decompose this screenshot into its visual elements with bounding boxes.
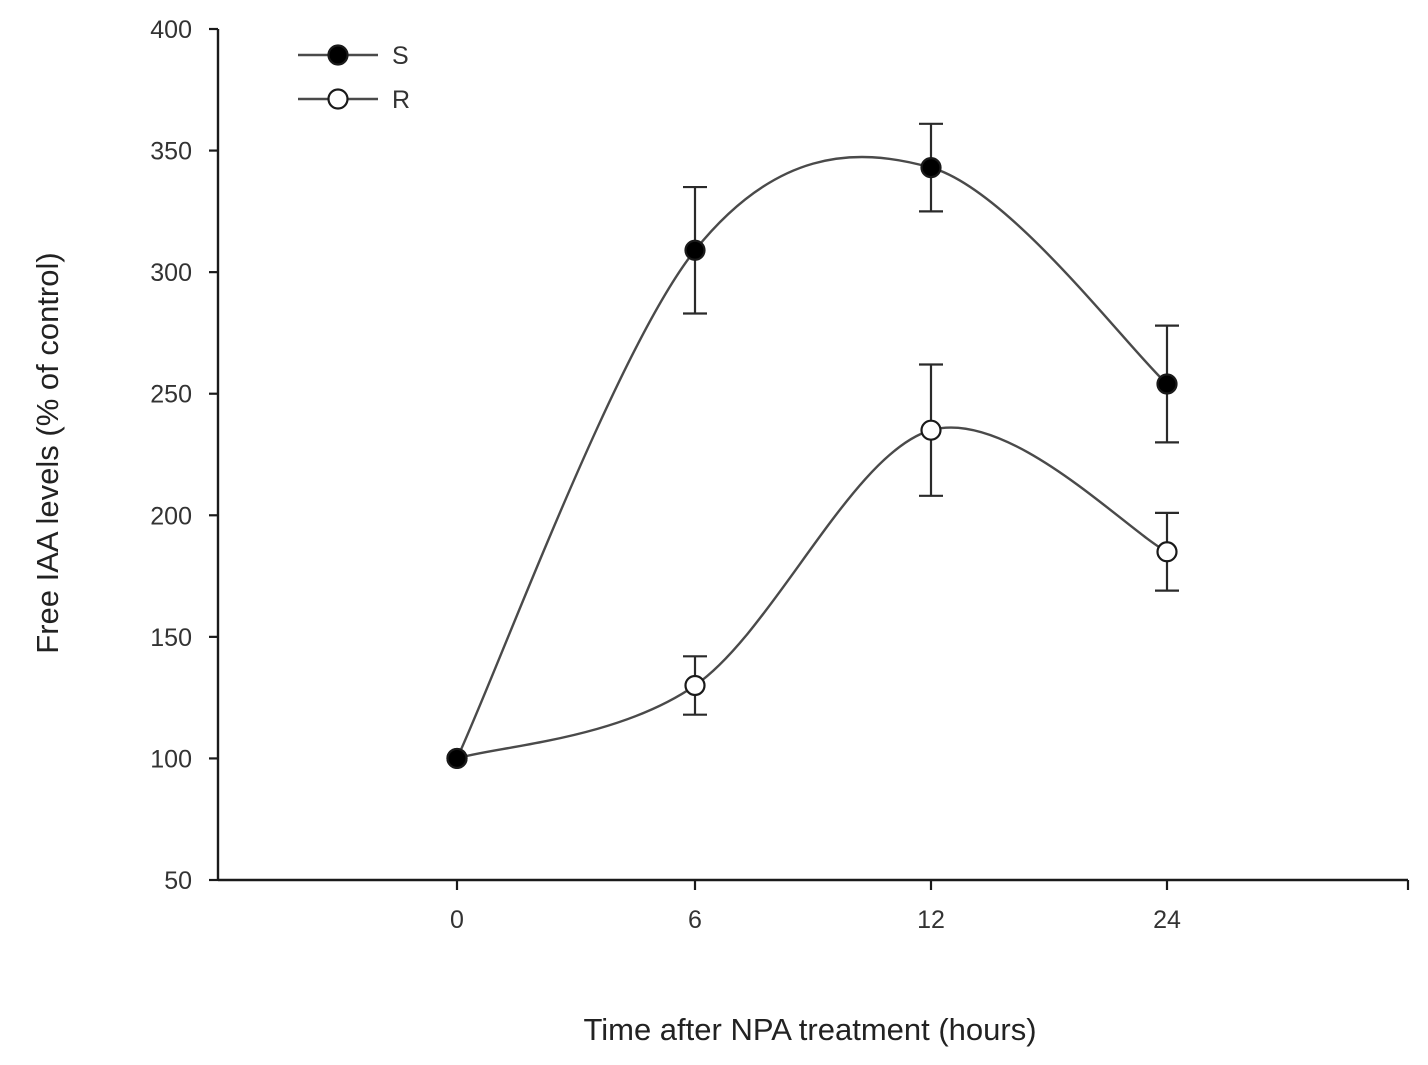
series-layer [446,122,1179,770]
legend-item-s: S [298,42,409,70]
series-r-point [1156,541,1178,563]
series-r-line [456,426,1168,760]
y-tick-label: 150 [150,624,192,652]
series-s-line [455,155,1168,759]
legend-label-s: S [392,42,409,70]
y-tick-label: 250 [150,381,192,409]
x-tick-label: 0 [450,906,464,934]
y-tick-label: 350 [150,138,192,166]
y-ticks: 50 100 150 200 250 300 350 400 [150,16,218,895]
legend-marker-s [327,44,349,66]
series-s-point [1156,373,1178,395]
series-r [446,363,1179,770]
axes [216,29,1410,890]
x-axis-title: Time after NPA treatment (hours) [583,1012,1036,1047]
legend-marker-r [327,88,349,110]
y-tick-label: 100 [150,745,192,773]
x-tick-label: 12 [917,906,945,934]
series-r-point [684,674,706,697]
y-tick-label: 200 [150,502,192,530]
legend-label-r: R [392,86,410,114]
y-tick-label: 50 [164,867,192,895]
series-r-point [920,419,942,441]
x-ticks: 0 6 12 24 [450,880,1181,934]
legend-item-r: R [298,86,410,114]
series-s-point [446,747,468,770]
series-s-point [920,156,942,179]
y-axis-title: Free IAA levels (% of control) [30,252,65,653]
legend: SR [298,42,410,114]
x-tick-label: 6 [688,906,702,934]
y-tick-label: 300 [150,259,192,287]
series-s-point [684,239,706,261]
series-s [446,122,1179,770]
y-tick-label: 400 [150,16,192,44]
x-tick-label: 24 [1153,906,1181,934]
